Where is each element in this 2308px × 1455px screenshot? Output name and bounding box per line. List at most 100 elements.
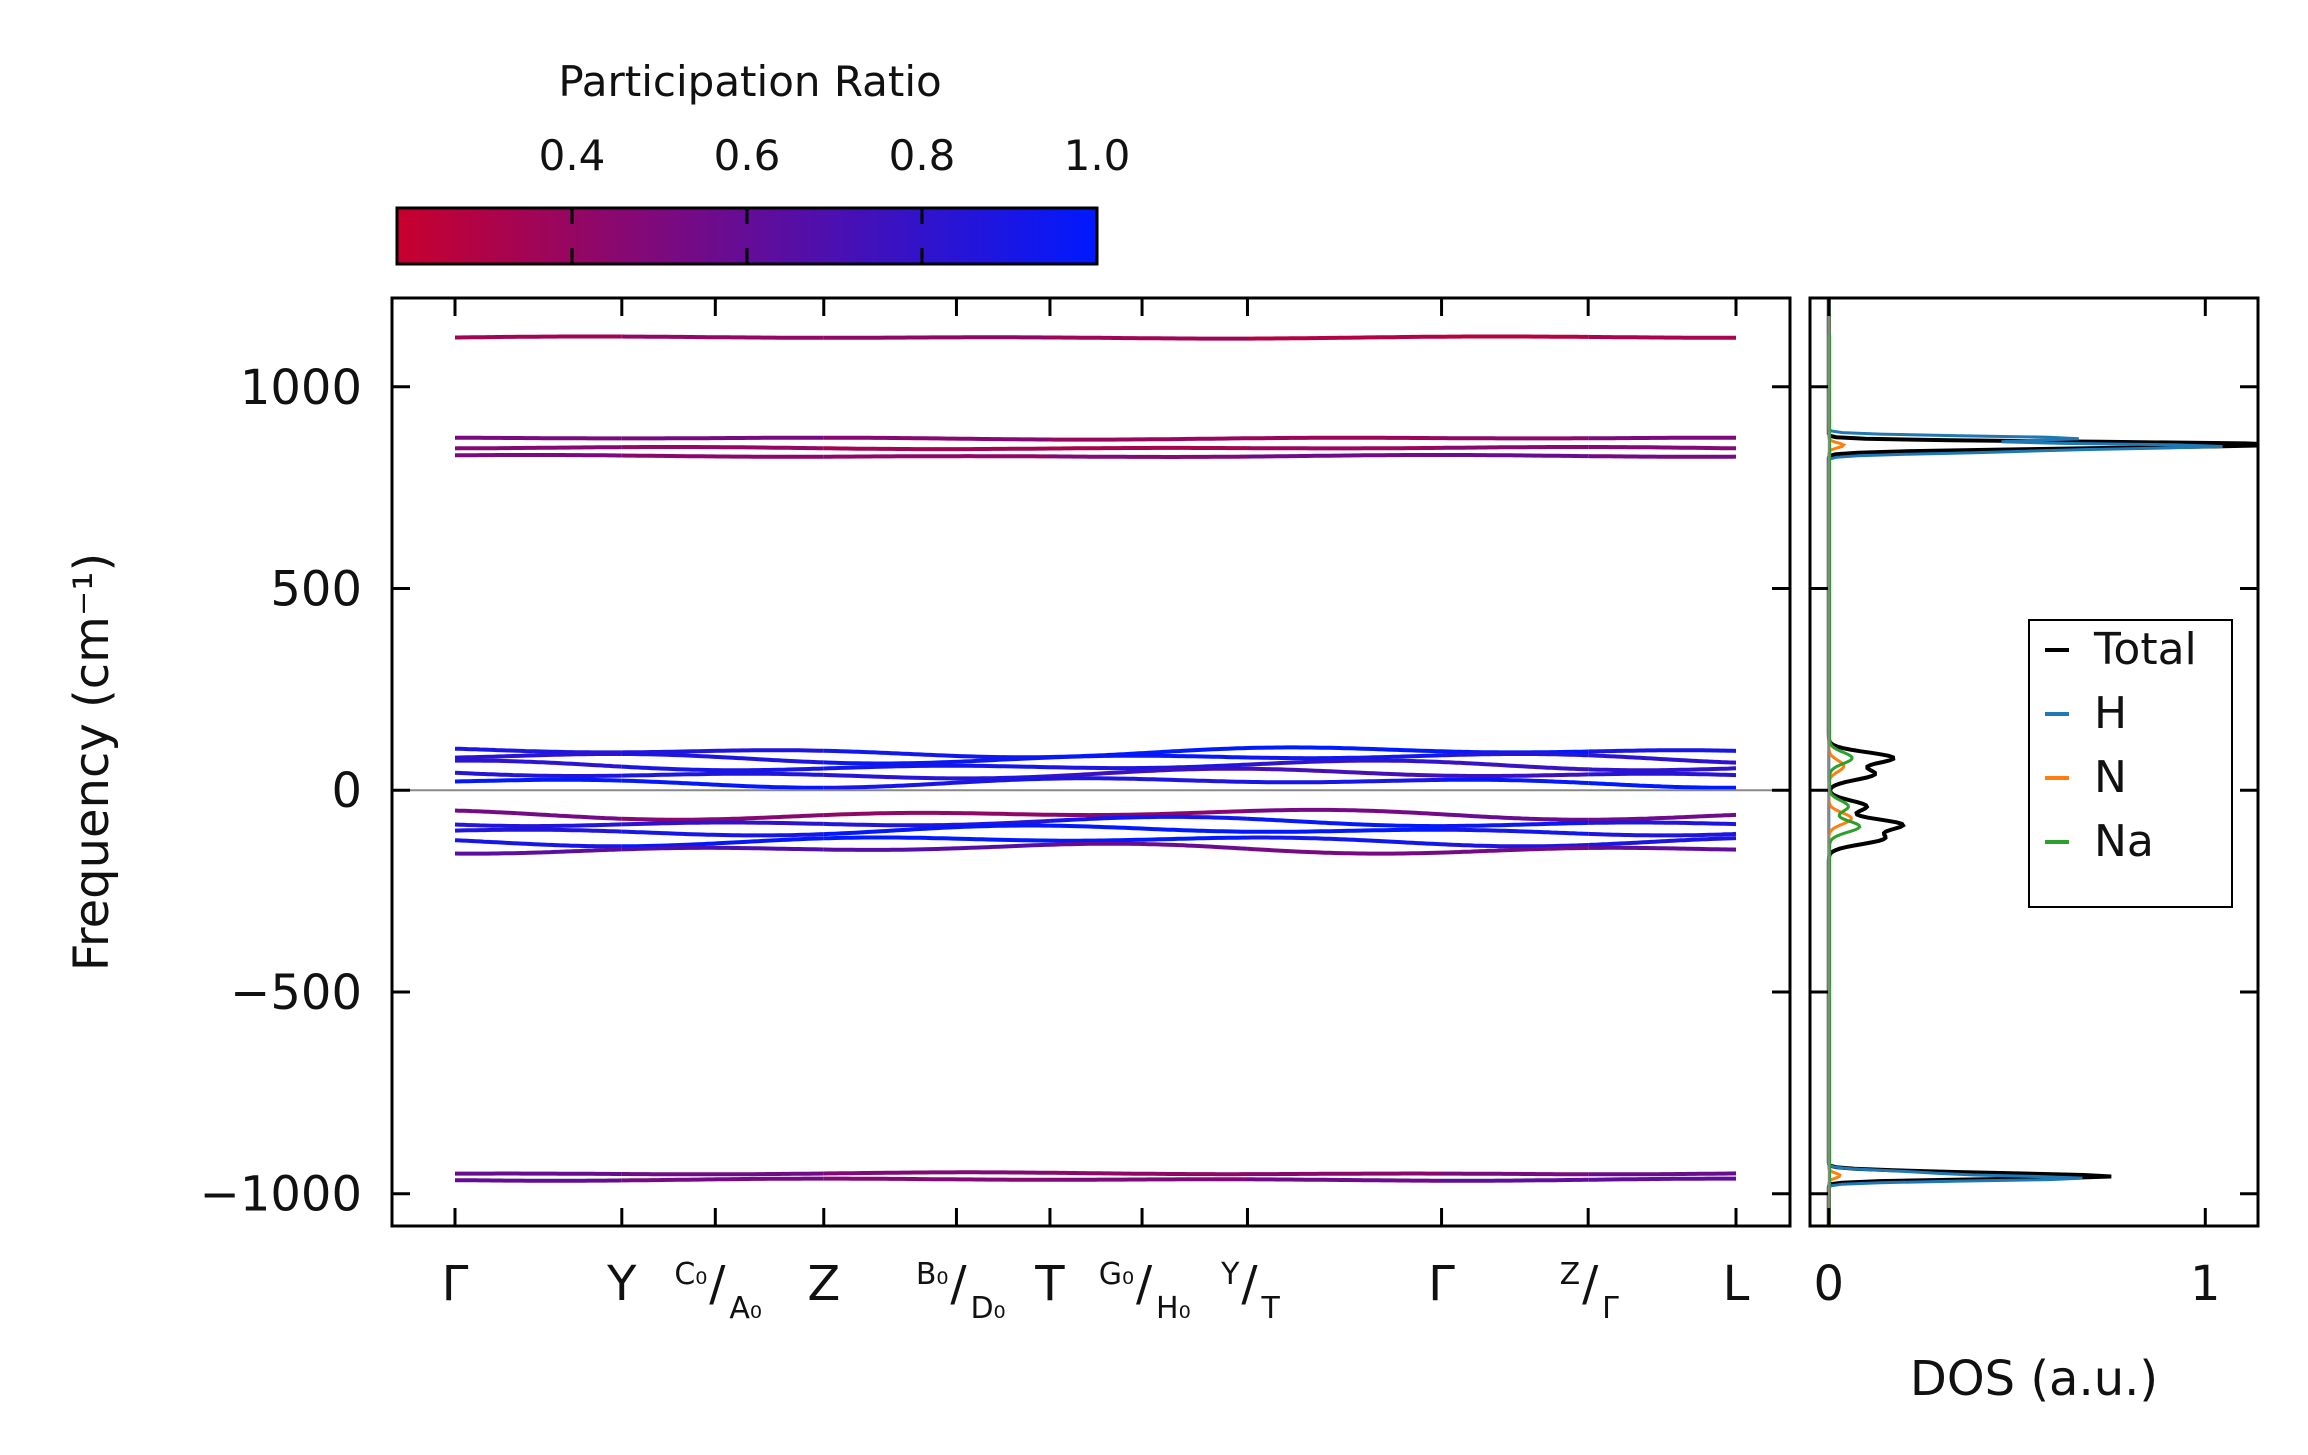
band-line (1050, 835, 1248, 843)
band-line (823, 776, 1051, 790)
band-line (823, 842, 1051, 852)
band-line (1247, 827, 1442, 834)
k-point-label: L (1723, 1256, 1750, 1312)
band-line (1441, 846, 1589, 855)
band-line (1588, 435, 1736, 441)
k-point-sub: Γ (1602, 1291, 1619, 1326)
band-line (455, 1171, 622, 1176)
band-line (823, 835, 1051, 843)
band-line (1441, 772, 1589, 778)
band-line (1049, 841, 1248, 851)
band-line (621, 829, 824, 838)
band-line (454, 847, 622, 856)
band-line (1247, 745, 1442, 754)
band-line (1441, 752, 1589, 758)
band-line (823, 446, 1051, 452)
k-point-combined-label: G₀ / H₀ (1099, 1256, 1191, 1326)
band-line (823, 823, 1050, 837)
k-point-slash: / (1582, 1256, 1599, 1312)
band-lines (454, 334, 1737, 1183)
band-line (1049, 814, 1248, 823)
k-point-label: T (1034, 1256, 1065, 1312)
y-tick-label: −500 (230, 965, 362, 1021)
legend: Total HN Na (2028, 619, 2233, 908)
band-line (1588, 845, 1737, 852)
band-line (454, 770, 622, 778)
k-point-sup: G₀ (1099, 1257, 1134, 1292)
band-line (1588, 748, 1737, 754)
k-point-sup: B₀ (916, 1257, 949, 1292)
band-line (1441, 445, 1589, 450)
k-point-sup: Y (1220, 1257, 1240, 1292)
band-line (454, 777, 622, 784)
k-point-label: Z (807, 1256, 840, 1312)
colorbar-tick-label: 0.6 (714, 131, 781, 180)
band-line (621, 445, 824, 451)
band-line (1247, 1177, 1442, 1183)
k-point-label: Γ (1428, 1256, 1455, 1312)
k-point-sup: Z (1560, 1257, 1581, 1292)
band-line (1588, 334, 1736, 340)
band-line (455, 435, 622, 441)
band-line (621, 334, 824, 340)
band-line (621, 1171, 824, 1177)
band-line (823, 1170, 1051, 1176)
band-line (1050, 454, 1248, 459)
band-line (1049, 823, 1248, 834)
k-point-combined-label: Z / Γ (1560, 1256, 1620, 1326)
band-line (1049, 776, 1248, 784)
band-line (1441, 827, 1589, 836)
colorbar-ticks: 0.4 0.6 0.8 1.0 (539, 131, 1130, 264)
k-point-label: Y (606, 1256, 637, 1312)
y-tick-label: −1000 (200, 1167, 362, 1223)
band-line (454, 752, 622, 760)
band-line (1247, 753, 1442, 761)
band-line (1588, 1171, 1737, 1177)
band-line (1247, 835, 1442, 847)
colorbar-tick-label: 0.4 (539, 131, 606, 180)
dos-x-tick-label: 1 (2190, 1256, 2221, 1312)
legend-entry: H (2094, 688, 2127, 739)
band-line (455, 453, 622, 458)
band-line (454, 445, 622, 451)
k-point-sub: T (1260, 1291, 1280, 1326)
band-line (1247, 777, 1442, 785)
band-line (621, 836, 824, 849)
k-point-sup: C₀ (674, 1257, 707, 1292)
band-line (1588, 753, 1737, 765)
y-tick-label: 1000 (240, 360, 362, 416)
band-line (823, 335, 1050, 340)
band-line (823, 435, 1050, 442)
band-line (454, 827, 622, 834)
k-point-sub: A₀ (729, 1291, 762, 1326)
k-point-slash: / (1241, 1256, 1258, 1312)
k-point-combined-label: Y / T (1220, 1256, 1280, 1326)
band-line (455, 334, 622, 340)
band-line (1247, 816, 1442, 829)
band-line (1588, 766, 1737, 773)
legend-box (2028, 619, 2233, 908)
y-tick-label: 500 (270, 562, 362, 618)
band-line (1247, 766, 1442, 778)
band-line (1588, 831, 1737, 838)
band-line (1049, 436, 1248, 442)
band-line (1247, 1171, 1442, 1177)
band-line (621, 453, 824, 459)
band-line (454, 808, 622, 821)
band-line (1441, 1177, 1589, 1183)
band-line (621, 752, 824, 765)
band-line (1049, 753, 1248, 760)
band-line (454, 746, 622, 755)
band-line (1247, 435, 1442, 441)
legend-entry: Na (2094, 816, 2154, 867)
band-y-ticks: −1000 −500 0 500 1000 (200, 360, 1790, 1223)
band-line (621, 820, 824, 827)
band-line (823, 755, 1051, 766)
band-line (455, 758, 622, 769)
band-line (1441, 842, 1589, 849)
k-point-label: Γ (442, 1256, 469, 1312)
band-line (823, 818, 1051, 828)
legend-entry: N (2094, 752, 2127, 803)
